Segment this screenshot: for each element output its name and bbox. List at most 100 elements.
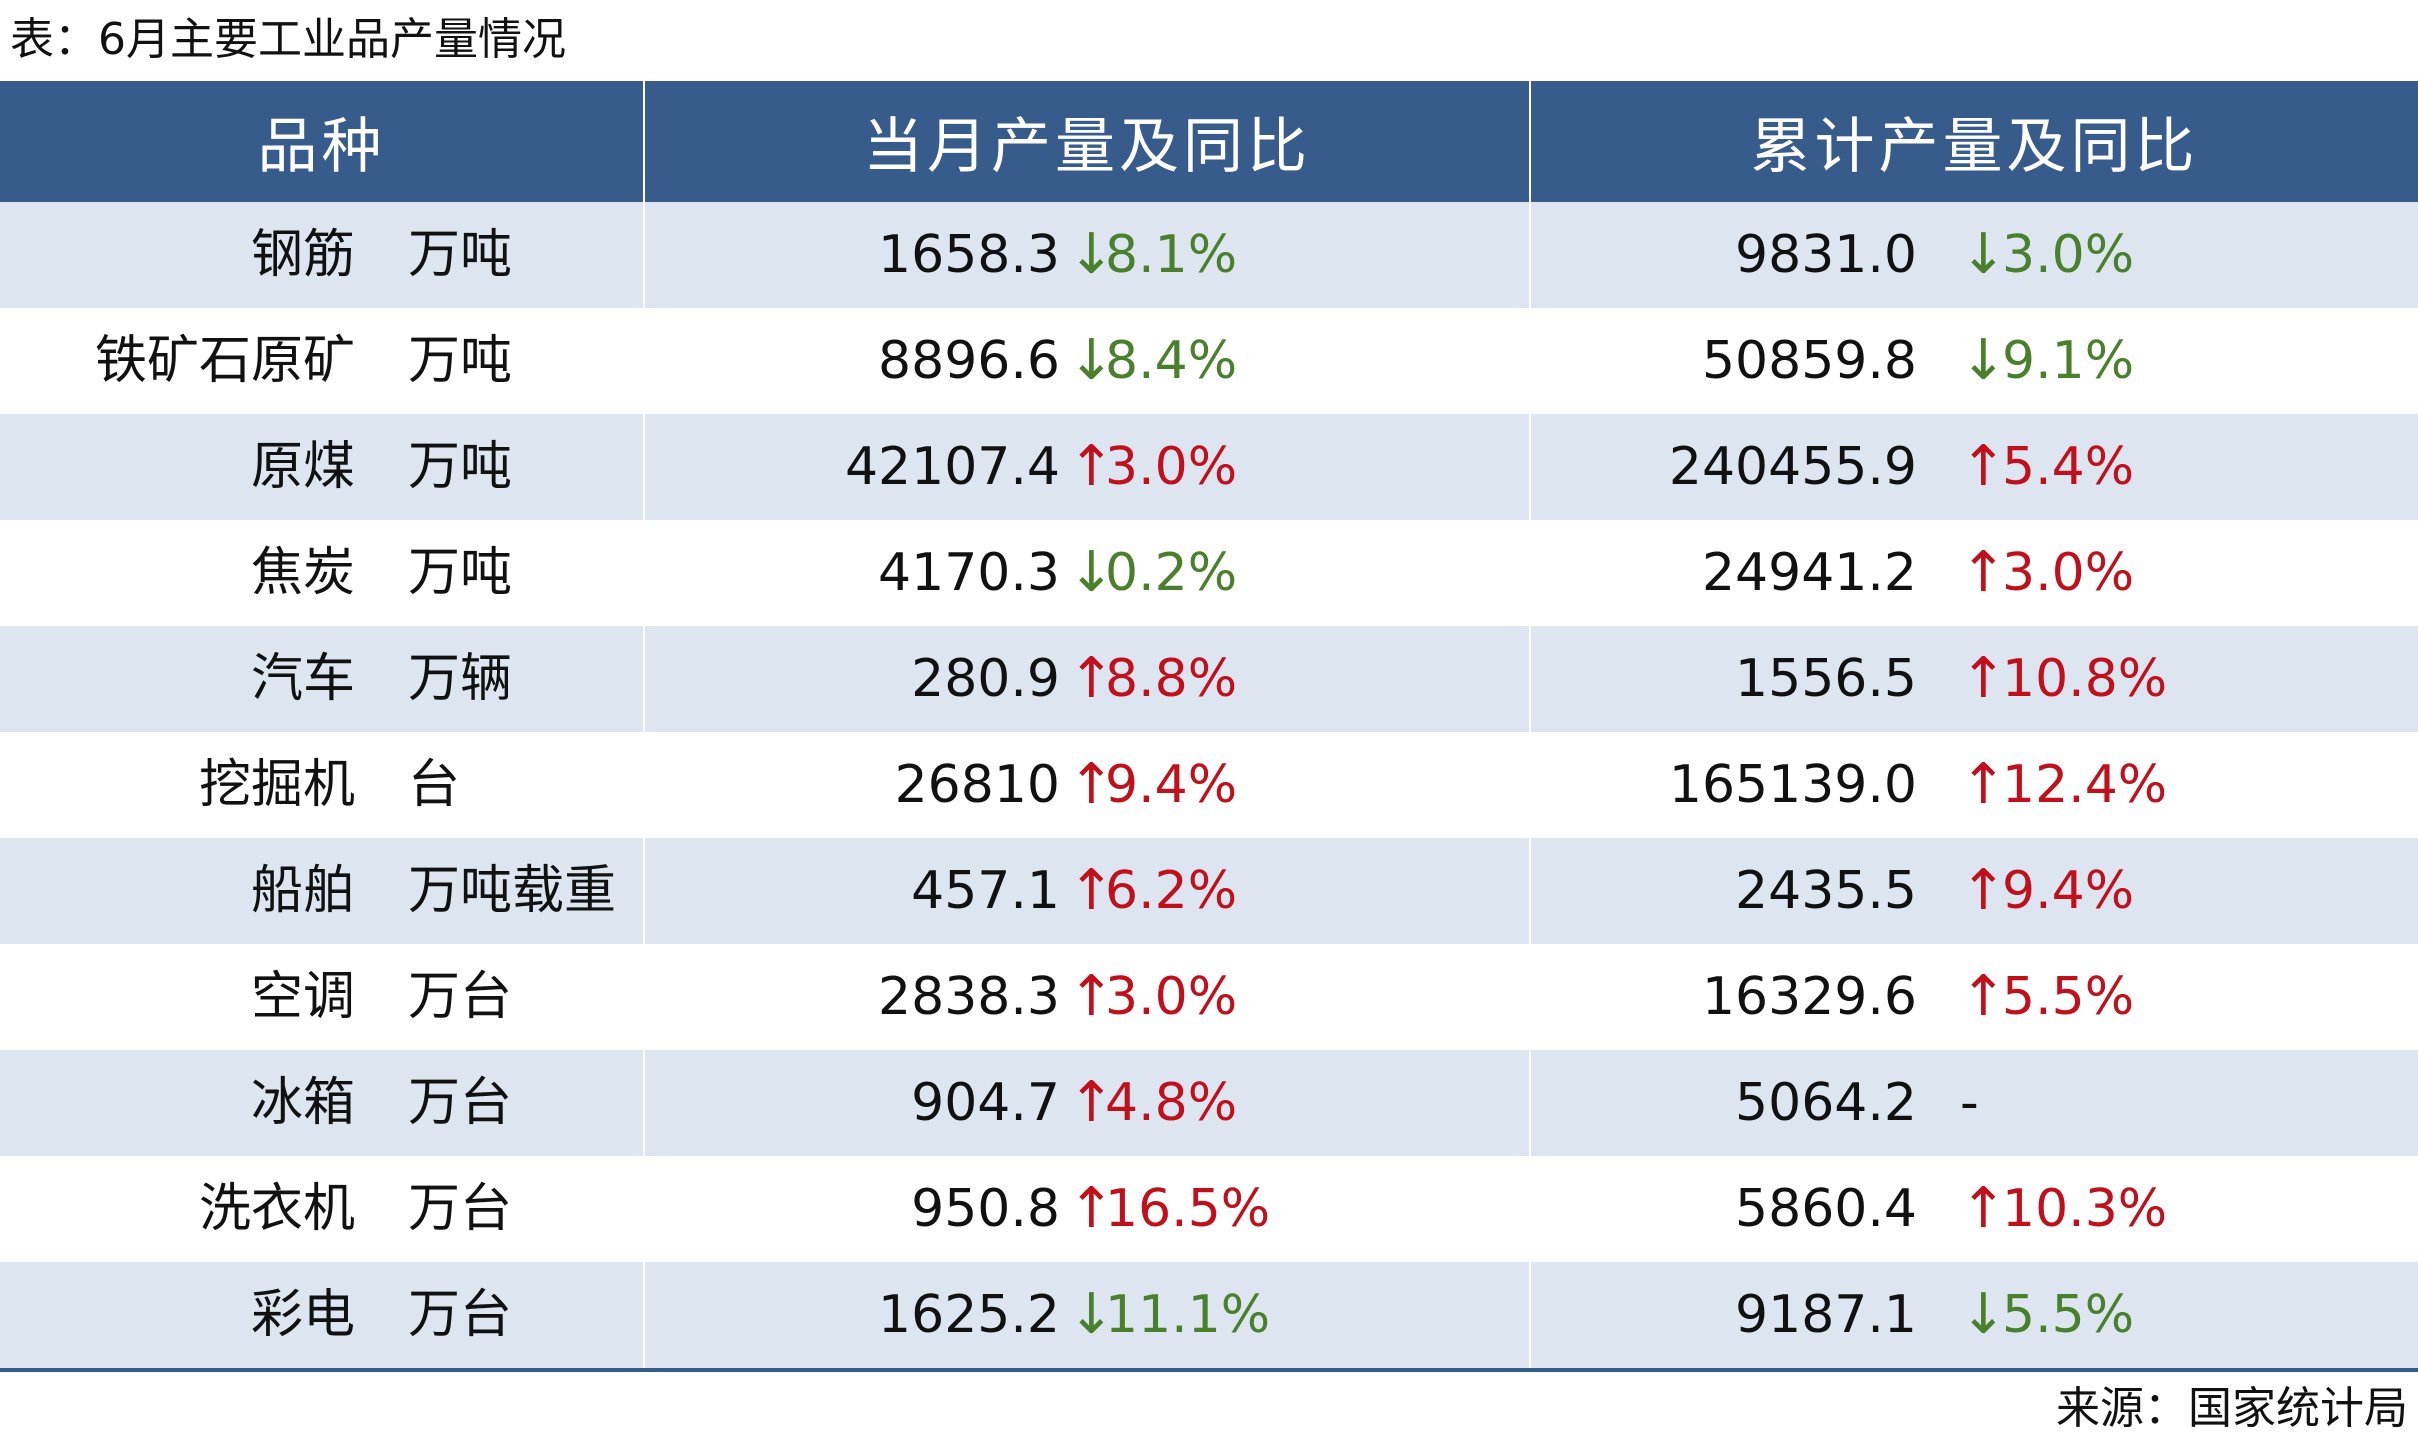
cumulative-cell: 50859.8 ↓ 9.1% (1531, 308, 2418, 414)
cumulative-cell: 165139.0 ↑ 12.4% (1531, 732, 2418, 838)
cumulative-cell: 16329.6 ↑ 5.5% (1531, 944, 2418, 1050)
variety-cell: 洗衣机 万台 (0, 1156, 645, 1262)
monthly-value: 42107.4 (844, 437, 1060, 497)
table-row: 冰箱 万台 904.7 ↑ 4.8% 5064.2- (0, 1050, 2418, 1156)
variety-cell: 汽车 万辆 (0, 626, 645, 732)
cumulative-yoy: 9.4% (2002, 861, 2135, 921)
variety-unit: 万台 (408, 1073, 513, 1133)
arrow-up-icon: ↑ (1960, 540, 2007, 605)
arrow-up-icon: ↑ (1960, 1176, 2007, 1241)
variety-name: 船舶 (250, 861, 355, 921)
variety-name: 冰箱 (250, 1073, 355, 1133)
monthly-yoy: 3.0% (1105, 437, 1238, 497)
table-row: 原煤 万吨 42107.4 ↑ 3.0% 240455.9 ↑ 5.4% (0, 414, 2418, 520)
monthly-value: 1625.2 (878, 1285, 1060, 1345)
variety-name: 洗衣机 (198, 1179, 355, 1239)
variety-unit: 万台 (408, 1285, 513, 1345)
arrow-down-icon: ↓ (1068, 328, 1115, 393)
arrow-up-icon: ↑ (1068, 964, 1115, 1029)
monthly-value: 1658.3 (878, 225, 1060, 285)
arrow-up-icon: ↑ (1960, 646, 2007, 711)
cumulative-value: 165139.0 (1668, 755, 1917, 815)
monthly-cell: 457.1 ↑ 6.2% (645, 838, 1531, 944)
table-title: 表：6月主要工业品产量情况 (10, 14, 566, 65)
variety-name: 铁矿石原矿 (94, 331, 355, 391)
cumulative-value: 5860.4 (1735, 1179, 1917, 1239)
variety-name: 原煤 (250, 437, 355, 497)
variety-unit: 万吨 (408, 331, 513, 391)
variety-unit: 万吨 (408, 437, 513, 497)
variety-cell: 钢筋 万吨 (0, 202, 645, 308)
variety-cell: 铁矿石原矿 万吨 (0, 308, 645, 414)
table-row: 挖掘机台 26810 ↑ 9.4% 165139.0 ↑ 12.4% (0, 732, 2418, 838)
cumulative-value: 24941.2 (1701, 543, 1917, 603)
monthly-value: 280.9 (911, 649, 1060, 709)
cumulative-yoy: 10.3% (2002, 1179, 2168, 1239)
source-note: 来源：国家统计局 (2056, 1383, 2408, 1434)
variety-name: 挖掘机 (198, 755, 355, 815)
monthly-yoy: 11.1% (1105, 1285, 1271, 1345)
monthly-cell: 904.7 ↑ 4.8% (645, 1050, 1531, 1156)
monthly-value: 4170.3 (878, 543, 1060, 603)
cumulative-value: 240455.9 (1668, 437, 1917, 497)
monthly-yoy: 4.8% (1105, 1073, 1238, 1133)
cumulative-yoy: 5.5% (2002, 1285, 2135, 1345)
monthly-yoy: 8.1% (1105, 225, 1238, 285)
arrow-up-icon: ↑ (1960, 434, 2007, 499)
cumulative-cell: 2435.5 ↑ 9.4% (1531, 838, 2418, 944)
monthly-cell: 42107.4 ↑ 3.0% (645, 414, 1531, 520)
cumulative-yoy: 5.5% (2002, 967, 2135, 1027)
variety-cell: 挖掘机台 (0, 732, 645, 838)
variety-cell: 彩电 万台 (0, 1262, 645, 1368)
table-row: 钢筋 万吨 1658.3 ↓ 8.1% 9831.0 ↓ 3.0% (0, 202, 2418, 308)
variety-unit: 万台 (408, 1179, 513, 1239)
cumulative-value: 1556.5 (1735, 649, 1917, 709)
header-variety: 品种 (0, 81, 645, 202)
variety-unit: 万辆 (408, 649, 513, 709)
monthly-value: 26810 (894, 755, 1060, 815)
table-row: 空调 万台 2838.3 ↑ 3.0% 16329.6 ↑ 5.5% (0, 944, 2418, 1050)
variety-unit: 万台 (408, 967, 513, 1027)
arrow-down-icon: ↓ (1960, 328, 2007, 393)
variety-cell: 冰箱 万台 (0, 1050, 645, 1156)
monthly-cell: 8896.6 ↓ 8.4% (645, 308, 1531, 414)
monthly-cell: 4170.3 ↓ 0.2% (645, 520, 1531, 626)
cumulative-cell: 240455.9 ↑ 5.4% (1531, 414, 2418, 520)
arrow-down-icon: ↓ (1960, 222, 2007, 287)
variety-name: 彩电 (250, 1285, 355, 1345)
table-row: 焦炭 万吨 4170.3 ↓ 0.2% 24941.2 ↑ 3.0% (0, 520, 2418, 626)
variety-cell: 焦炭 万吨 (0, 520, 645, 626)
arrow-up-icon: ↑ (1960, 752, 2007, 817)
arrow-down-icon: ↓ (1068, 1282, 1115, 1347)
variety-unit: 万吨 (408, 225, 513, 285)
monthly-cell: 280.9 ↑ 8.8% (645, 626, 1531, 732)
monthly-value: 2838.3 (878, 967, 1060, 1027)
arrow-down-icon: ↓ (1068, 222, 1115, 287)
table-row: 船舶 万吨载重 457.1 ↑ 6.2% 2435.5 ↑ 9.4% (0, 838, 2418, 944)
cumulative-cell: 5860.4 ↑ 10.3% (1531, 1156, 2418, 1262)
arrow-down-icon: ↓ (1960, 1282, 2007, 1347)
cumulative-cell: 5064.2- (1531, 1050, 2418, 1156)
cumulative-yoy: - (1960, 1073, 1979, 1133)
monthly-value: 8896.6 (878, 331, 1060, 391)
cumulative-cell: 1556.5 ↑ 10.8% (1531, 626, 2418, 732)
monthly-value: 457.1 (911, 861, 1060, 921)
monthly-cell: 26810 ↑ 9.4% (645, 732, 1531, 838)
cumulative-yoy: 3.0% (2002, 543, 2135, 603)
header-monthly: 当月产量及同比 (645, 81, 1531, 202)
cumulative-yoy: 9.1% (2002, 331, 2135, 391)
cumulative-value: 16329.6 (1701, 967, 1917, 1027)
variety-unit: 万吨 (408, 543, 513, 603)
table-row: 彩电 万台 1625.2 ↓ 11.1% 9187.1 ↓ 5.5% (0, 1262, 2418, 1368)
table-body: 钢筋 万吨 1658.3 ↓ 8.1% 9831.0 ↓ 3.0% 铁矿石原矿 万吨 8896.6 ↓… (0, 202, 2418, 1368)
variety-cell: 空调 万台 (0, 944, 645, 1050)
monthly-cell: 950.8 ↑ 16.5% (645, 1156, 1531, 1262)
arrow-up-icon: ↑ (1960, 964, 2007, 1029)
arrow-up-icon: ↑ (1068, 646, 1115, 711)
monthly-yoy: 8.8% (1105, 649, 1238, 709)
cumulative-cell: 9831.0 ↓ 3.0% (1531, 202, 2418, 308)
cumulative-value: 2435.5 (1735, 861, 1917, 921)
monthly-value: 950.8 (911, 1179, 1060, 1239)
cumulative-yoy: 12.4% (2002, 755, 2168, 815)
variety-name: 焦炭 (250, 543, 355, 603)
